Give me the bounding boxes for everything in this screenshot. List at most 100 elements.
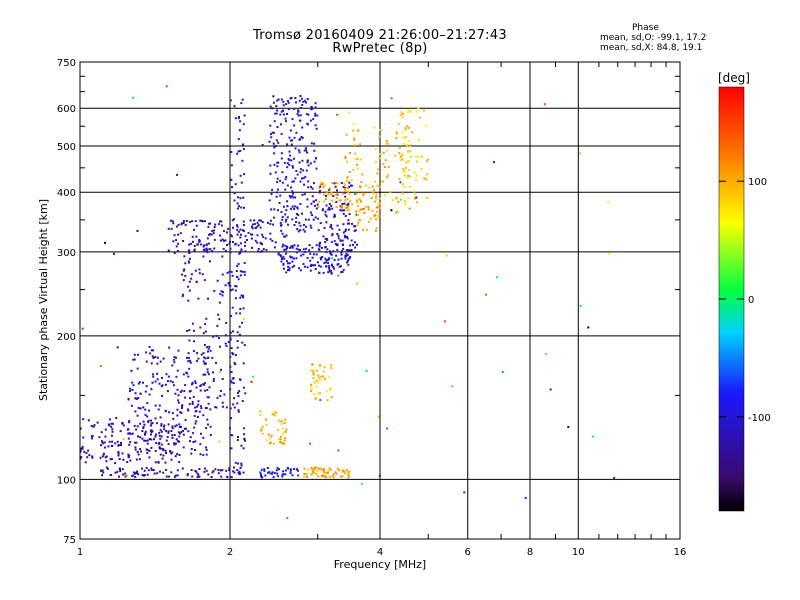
data-point — [285, 260, 288, 263]
data-point — [182, 373, 185, 376]
data-point — [291, 118, 294, 121]
data-point — [313, 160, 316, 163]
data-point — [218, 345, 221, 348]
data-point — [401, 131, 404, 134]
data-point — [329, 250, 331, 253]
data-point — [278, 201, 281, 204]
data-point — [231, 306, 234, 309]
data-point — [196, 472, 199, 475]
data-point — [172, 358, 175, 361]
data-point — [165, 475, 168, 478]
data-point — [277, 141, 280, 144]
data-point — [346, 236, 348, 238]
data-point — [220, 389, 222, 392]
data-point — [239, 467, 242, 469]
data-point — [285, 176, 288, 178]
data-point — [205, 247, 208, 250]
data-point — [318, 200, 321, 203]
data-point — [233, 466, 235, 469]
data-point — [204, 357, 207, 360]
data-point — [167, 443, 170, 446]
data-point — [383, 194, 386, 197]
data-point — [209, 260, 211, 263]
data-point — [311, 107, 314, 110]
data-point — [313, 471, 315, 474]
data-point — [347, 263, 350, 266]
data-point — [198, 272, 201, 275]
data-point — [319, 265, 322, 268]
data-point — [337, 258, 340, 261]
data-point — [182, 220, 185, 222]
data-point — [228, 270, 231, 273]
data-point — [251, 246, 253, 249]
data-point — [325, 198, 328, 201]
data-point — [260, 468, 263, 471]
data-point — [307, 218, 310, 221]
data-point — [277, 209, 279, 212]
data-point — [377, 415, 380, 418]
data-point — [144, 432, 147, 435]
data-point — [217, 313, 220, 316]
data-point — [281, 475, 284, 478]
data-point — [229, 379, 232, 382]
data-point — [261, 425, 264, 428]
data-point — [146, 402, 149, 405]
data-point — [151, 355, 154, 358]
data-point — [406, 176, 409, 179]
data-point — [276, 472, 279, 475]
data-point — [104, 428, 107, 431]
data-point — [203, 382, 206, 385]
data-point — [148, 449, 151, 452]
data-point — [279, 113, 282, 116]
data-point — [292, 257, 295, 260]
data-point — [398, 123, 401, 125]
data-point — [376, 172, 379, 175]
data-point — [302, 169, 305, 172]
data-point — [138, 381, 141, 384]
data-point — [195, 281, 198, 283]
data-point — [374, 218, 377, 221]
data-point — [208, 233, 211, 236]
data-point — [354, 210, 357, 213]
data-point — [101, 440, 103, 443]
data-point — [269, 172, 272, 175]
data-point — [280, 132, 283, 135]
data-point — [328, 257, 331, 260]
data-point — [356, 167, 359, 170]
data-point — [376, 184, 379, 187]
data-point — [171, 412, 174, 415]
data-point — [379, 202, 382, 205]
data-point — [218, 440, 221, 443]
data-point — [127, 428, 130, 431]
data-point — [291, 180, 294, 183]
data-point — [182, 446, 185, 449]
data-point — [236, 152, 239, 155]
data-point — [342, 212, 345, 215]
data-point — [345, 203, 348, 206]
data-point — [110, 434, 113, 437]
data-point — [401, 158, 404, 161]
data-point — [205, 469, 208, 472]
data-point — [321, 375, 324, 378]
data-point — [270, 434, 273, 437]
data-point — [333, 182, 336, 185]
data-point — [237, 138, 240, 141]
data-point — [213, 226, 216, 228]
data-point — [184, 396, 187, 399]
data-point — [285, 209, 288, 212]
data-point — [295, 221, 298, 223]
data-point — [334, 215, 336, 218]
data-point — [293, 108, 296, 110]
data-point — [240, 242, 242, 245]
data-point — [191, 240, 194, 243]
data-point — [284, 220, 287, 223]
data-point — [156, 356, 159, 359]
data-point — [147, 421, 150, 424]
data-point — [136, 397, 138, 400]
data-point — [271, 131, 274, 134]
data-point — [299, 138, 301, 141]
data-point — [269, 472, 272, 475]
data-point — [204, 362, 207, 365]
data-point — [299, 168, 302, 171]
data-point — [259, 250, 262, 253]
